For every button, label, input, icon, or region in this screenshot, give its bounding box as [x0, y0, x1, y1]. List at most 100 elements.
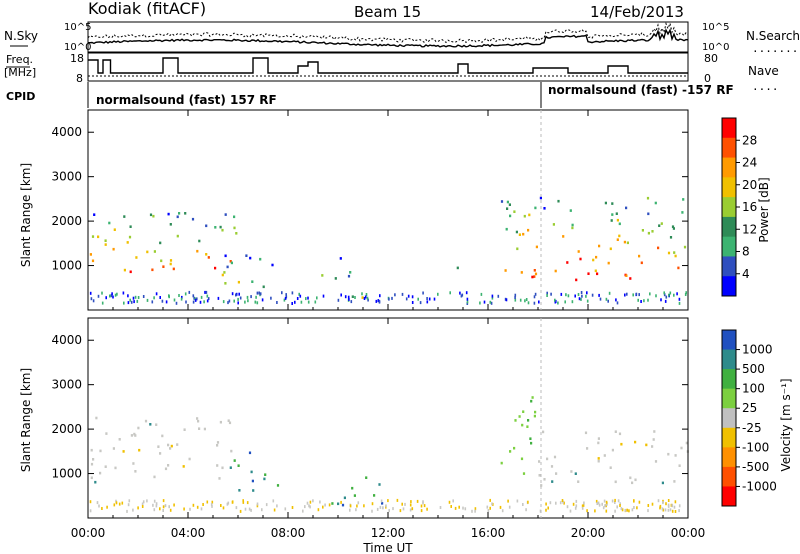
x-tick-label: 20:00 — [571, 526, 606, 540]
range-gate-cell — [623, 240, 626, 244]
range-gate-cell — [250, 470, 253, 474]
range-gate-cell — [90, 476, 93, 480]
noise-panel — [87, 21, 689, 53]
range-gate-cell — [557, 199, 560, 203]
nave-label: Nave — [748, 64, 779, 78]
ground-scatter-cell — [304, 505, 306, 509]
colorbar-segment — [722, 388, 736, 409]
ground-scatter-cell — [607, 299, 609, 303]
range-gate-cell — [331, 502, 334, 505]
ground-scatter-cell — [504, 297, 507, 301]
ground-scatter-cell — [507, 499, 509, 503]
range-gate-cell — [321, 274, 324, 277]
ground-scatter-cell — [396, 498, 399, 502]
range-gate-cell — [522, 410, 525, 413]
noise-tick-lo-right: 10^0 — [702, 42, 729, 53]
ground-scatter-cell — [582, 503, 585, 507]
colorbar-tick-label: 24 — [742, 156, 757, 170]
range-gate-cell — [542, 430, 545, 434]
range-gate-cell — [538, 474, 541, 477]
ground-scatter-cell — [294, 300, 296, 304]
ground-scatter-cell — [185, 300, 187, 304]
range-gate-cell — [130, 434, 133, 437]
ground-scatter-cell — [105, 296, 107, 300]
ground-scatter-cell — [486, 505, 489, 509]
colorbar-segment — [722, 349, 736, 370]
ground-scatter-cell — [608, 291, 611, 295]
ground-scatter-cell — [302, 509, 304, 513]
ground-scatter-cell — [322, 294, 325, 298]
ground-scatter-cell — [142, 295, 145, 298]
range-gate-cell — [685, 441, 688, 445]
ground-scatter-cell — [316, 296, 318, 300]
ground-scatter-cell — [620, 507, 623, 511]
range-gate-cell — [533, 269, 536, 272]
ground-scatter-cell — [667, 499, 670, 502]
ground-scatter-cell — [159, 296, 161, 299]
freq-traces — [88, 57, 688, 77]
ground-scatter-cell — [624, 293, 626, 297]
ground-scatter-cell — [270, 296, 272, 300]
range-gate-cell — [531, 396, 534, 399]
ground-scatter-cell — [355, 508, 357, 512]
ground-scatter-cell — [597, 501, 600, 505]
ground-scatter-cell — [479, 301, 481, 305]
ground-scatter-cell — [605, 509, 608, 513]
ground-scatter-cell — [490, 301, 493, 305]
ground-scatter-cell — [371, 509, 373, 513]
ground-scatter-cell — [161, 299, 164, 303]
ground-scatter-cell — [538, 300, 540, 304]
range-gate-cell — [640, 261, 643, 265]
range-gate-cell — [597, 459, 600, 463]
range-gate-cell — [515, 230, 518, 234]
range-gate-cell — [518, 233, 521, 236]
range-gate-cell — [530, 399, 533, 403]
range-gate-cell — [611, 213, 614, 216]
ground-scatter-cell — [614, 498, 616, 502]
ground-scatter-cell — [222, 300, 225, 304]
ground-scatter-cell — [673, 505, 676, 509]
ground-scatter-cell — [239, 296, 242, 300]
range-gate-cell — [228, 421, 232, 425]
range-gate-cell — [251, 280, 254, 283]
noise-tick-lo-left: 10^0 — [64, 42, 91, 53]
ground-scatter-cell — [298, 292, 300, 296]
range-gate-cell — [221, 466, 224, 470]
range-gate-cell — [654, 460, 658, 463]
ground-scatter-cell — [572, 502, 575, 506]
ground-scatter-cell — [340, 500, 342, 504]
ground-scatter-cell — [420, 509, 423, 513]
velocity-scatter-cells — [89, 396, 689, 513]
colorbar-segment — [722, 197, 736, 218]
ground-scatter-cell — [199, 300, 202, 304]
range-gate-cell — [183, 428, 186, 431]
range-gate-cell — [95, 416, 98, 420]
ground-scatter-cell — [678, 297, 681, 301]
range-gate-cell — [197, 419, 200, 423]
range-gate-cell — [227, 419, 230, 422]
range-gate-cell — [224, 282, 227, 285]
range-gate-cell — [378, 483, 381, 486]
range-gate-cell — [134, 434, 137, 437]
range-gate-cell — [229, 260, 232, 263]
power-scatter-cells — [89, 196, 687, 305]
range-gate-cell — [144, 419, 148, 423]
ground-scatter-cell — [575, 499, 578, 503]
freq-trace — [88, 57, 688, 74]
freq-tick-hi: 18 — [70, 52, 84, 65]
range-gate-cell — [658, 224, 661, 227]
range-gate-cell — [618, 432, 622, 436]
range-gate-cell — [597, 441, 600, 445]
ground-scatter-cell — [361, 292, 363, 296]
ground-scatter-cell — [98, 504, 100, 508]
ground-scatter-cell — [601, 502, 603, 506]
ground-scatter-cell — [569, 509, 572, 513]
ground-scatter-cell — [367, 298, 369, 302]
range-gate-cell — [553, 455, 557, 459]
ground-scatter-cell — [112, 295, 114, 299]
ground-scatter-cell — [235, 506, 238, 510]
ground-scatter-cell — [137, 506, 139, 510]
range-gate-cell — [646, 196, 650, 200]
ground-scatter-cell — [596, 502, 598, 505]
ground-scatter-cell — [189, 507, 191, 511]
